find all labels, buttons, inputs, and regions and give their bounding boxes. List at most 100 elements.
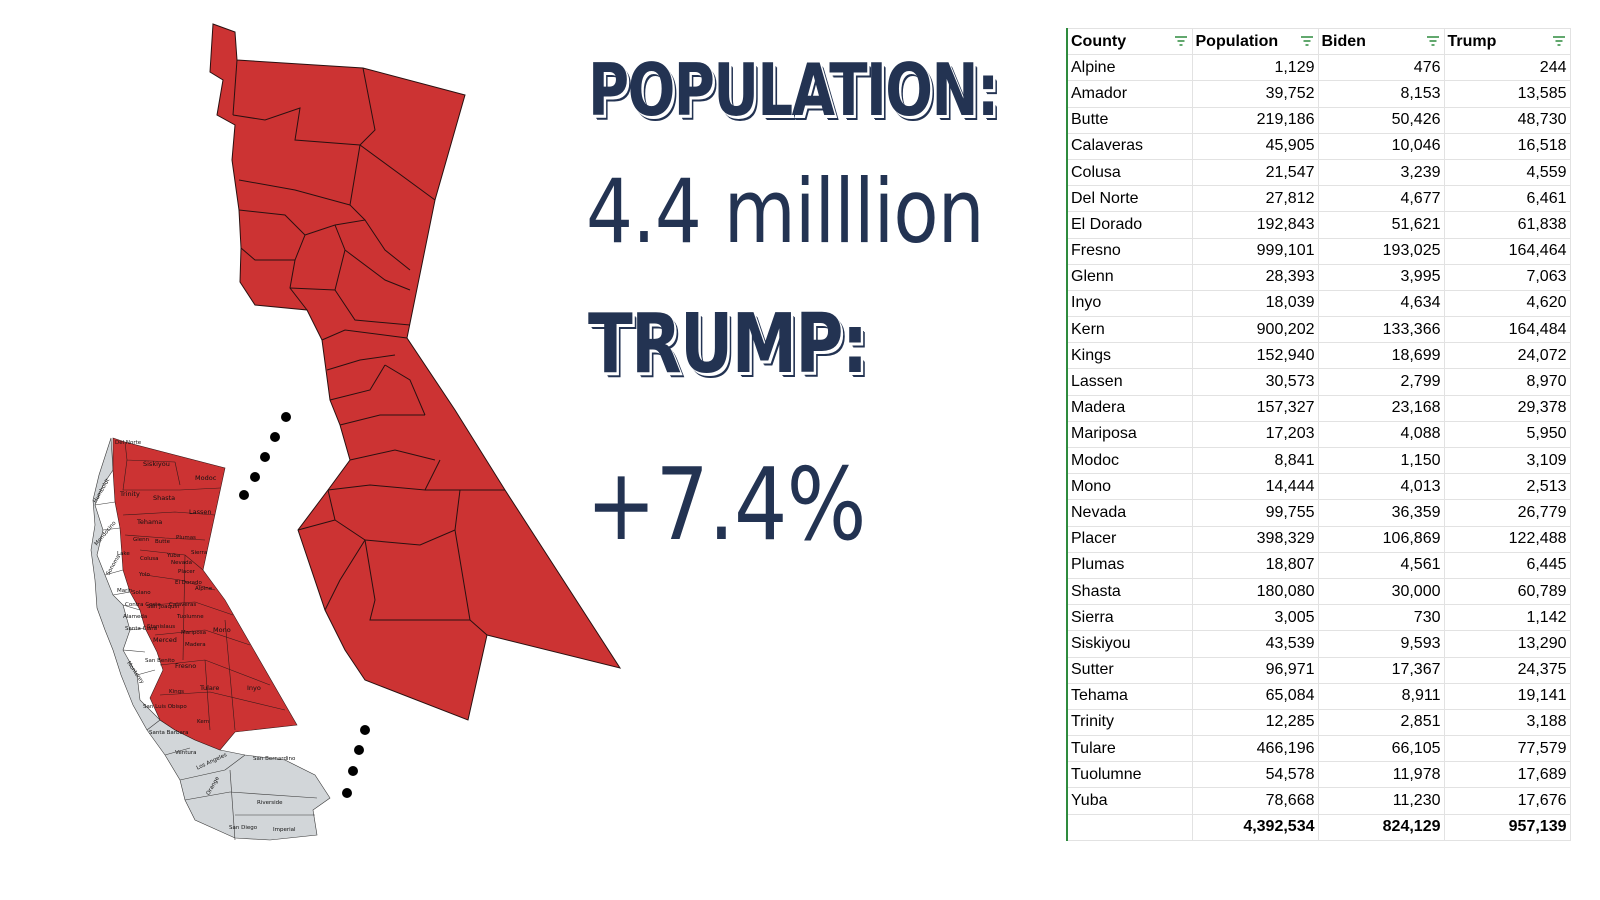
population-cell[interactable]: 157,327: [1192, 395, 1319, 422]
trump-cell[interactable]: 4,559: [1444, 159, 1571, 187]
population-cell[interactable]: 900,202: [1192, 316, 1319, 344]
biden-cell[interactable]: 11,230: [1318, 787, 1445, 815]
county-cell[interactable]: Siskiyou: [1068, 630, 1193, 658]
biden-cell[interactable]: 50,426: [1318, 107, 1445, 134]
population-cell[interactable]: 12,285: [1192, 709, 1319, 737]
trump-cell[interactable]: 122,488: [1444, 526, 1571, 553]
population-cell[interactable]: 99,755: [1192, 499, 1319, 527]
county-cell[interactable]: Del Norte: [1068, 185, 1193, 213]
biden-cell[interactable]: 4,677: [1318, 185, 1445, 213]
county-cell[interactable]: Tulare: [1068, 735, 1193, 763]
population-cell[interactable]: 45,905: [1192, 133, 1319, 160]
population-cell[interactable]: 192,843: [1192, 211, 1319, 239]
population-cell[interactable]: 21,547: [1192, 159, 1319, 187]
biden-cell[interactable]: 30,000: [1318, 578, 1445, 606]
biden-cell[interactable]: 4,561: [1318, 552, 1445, 579]
population-cell[interactable]: 3,005: [1192, 604, 1319, 632]
county-cell[interactable]: Modoc: [1068, 447, 1193, 475]
county-cell[interactable]: Yuba: [1068, 787, 1193, 815]
population-cell[interactable]: 30,573: [1192, 368, 1319, 396]
biden-cell[interactable]: 193,025: [1318, 238, 1445, 265]
filter-icon[interactable]: [1426, 35, 1440, 47]
trump-cell[interactable]: 13,290: [1444, 630, 1571, 658]
county-cell[interactable]: Nevada: [1068, 499, 1193, 527]
biden-cell[interactable]: 8,153: [1318, 80, 1445, 108]
population-cell[interactable]: 17,203: [1192, 421, 1319, 449]
biden-cell[interactable]: 476: [1318, 54, 1445, 82]
population-cell[interactable]: 18,039: [1192, 290, 1319, 318]
population-cell[interactable]: 18,807: [1192, 552, 1319, 579]
trump-cell[interactable]: 16,518: [1444, 133, 1571, 160]
county-cell[interactable]: Colusa: [1068, 159, 1193, 187]
county-cell[interactable]: Kings: [1068, 342, 1193, 370]
population-cell[interactable]: 219,186: [1192, 107, 1319, 134]
trump-cell[interactable]: 164,484: [1444, 316, 1571, 344]
trump-cell[interactable]: 4,620: [1444, 290, 1571, 318]
biden-cell[interactable]: 23,168: [1318, 395, 1445, 422]
total-biden-cell[interactable]: 824,129: [1318, 814, 1445, 841]
column-header-county[interactable]: County: [1068, 27, 1193, 56]
county-cell[interactable]: Madera: [1068, 395, 1193, 422]
biden-cell[interactable]: 2,851: [1318, 709, 1445, 737]
trump-cell[interactable]: 24,072: [1444, 342, 1571, 370]
biden-cell[interactable]: 9,593: [1318, 630, 1445, 658]
biden-cell[interactable]: 66,105: [1318, 735, 1445, 763]
trump-cell[interactable]: 13,585: [1444, 80, 1571, 108]
population-cell[interactable]: 96,971: [1192, 657, 1319, 684]
population-cell[interactable]: 152,940: [1192, 342, 1319, 370]
column-header-population[interactable]: Population: [1192, 27, 1319, 56]
county-cell[interactable]: Mariposa: [1068, 421, 1193, 449]
population-cell[interactable]: 1,129: [1192, 54, 1319, 82]
filter-icon[interactable]: [1300, 35, 1314, 47]
biden-cell[interactable]: 106,869: [1318, 526, 1445, 553]
biden-cell[interactable]: 3,239: [1318, 159, 1445, 187]
trump-cell[interactable]: 8,970: [1444, 368, 1571, 396]
filter-icon[interactable]: [1174, 35, 1188, 47]
biden-cell[interactable]: 10,046: [1318, 133, 1445, 160]
trump-cell[interactable]: 29,378: [1444, 395, 1571, 422]
county-cell[interactable]: Sutter: [1068, 657, 1193, 684]
county-cell[interactable]: Amador: [1068, 80, 1193, 108]
trump-cell[interactable]: 2,513: [1444, 473, 1571, 501]
biden-cell[interactable]: 730: [1318, 604, 1445, 632]
trump-cell[interactable]: 6,445: [1444, 552, 1571, 579]
biden-cell[interactable]: 4,634: [1318, 290, 1445, 318]
trump-cell[interactable]: 164,464: [1444, 238, 1571, 265]
biden-cell[interactable]: 11,978: [1318, 761, 1445, 789]
county-cell[interactable]: Trinity: [1068, 709, 1193, 737]
trump-cell[interactable]: 3,109: [1444, 447, 1571, 475]
county-cell[interactable]: Calaveras: [1068, 133, 1193, 160]
trump-cell[interactable]: 1,142: [1444, 604, 1571, 632]
county-cell[interactable]: El Dorado: [1068, 211, 1193, 239]
trump-cell[interactable]: 61,838: [1444, 211, 1571, 239]
biden-cell[interactable]: 4,088: [1318, 421, 1445, 449]
county-cell[interactable]: Plumas: [1068, 552, 1193, 579]
trump-cell[interactable]: 19,141: [1444, 683, 1571, 710]
county-cell[interactable]: Butte: [1068, 107, 1193, 134]
trump-cell[interactable]: 24,375: [1444, 657, 1571, 684]
population-cell[interactable]: 999,101: [1192, 238, 1319, 265]
population-cell[interactable]: 180,080: [1192, 578, 1319, 606]
population-cell[interactable]: 39,752: [1192, 80, 1319, 108]
county-cell[interactable]: Shasta: [1068, 578, 1193, 606]
population-cell[interactable]: 398,329: [1192, 526, 1319, 553]
county-cell[interactable]: Placer: [1068, 526, 1193, 553]
trump-cell[interactable]: 244: [1444, 54, 1571, 82]
trump-cell[interactable]: 77,579: [1444, 735, 1571, 763]
county-cell[interactable]: Kern: [1068, 316, 1193, 344]
population-cell[interactable]: 65,084: [1192, 683, 1319, 710]
biden-cell[interactable]: 36,359: [1318, 499, 1445, 527]
population-cell[interactable]: 43,539: [1192, 630, 1319, 658]
total-trump-cell[interactable]: 957,139: [1444, 814, 1571, 841]
county-cell[interactable]: Lassen: [1068, 368, 1193, 396]
biden-cell[interactable]: 18,699: [1318, 342, 1445, 370]
population-cell[interactable]: 54,578: [1192, 761, 1319, 789]
county-cell[interactable]: Mono: [1068, 473, 1193, 501]
filter-icon[interactable]: [1552, 35, 1566, 47]
county-cell[interactable]: Sierra: [1068, 604, 1193, 632]
trump-cell[interactable]: 3,188: [1444, 709, 1571, 737]
county-cell[interactable]: Fresno: [1068, 238, 1193, 265]
population-cell[interactable]: 78,668: [1192, 787, 1319, 815]
trump-cell[interactable]: 17,676: [1444, 787, 1571, 815]
trump-cell[interactable]: 7,063: [1444, 264, 1571, 291]
